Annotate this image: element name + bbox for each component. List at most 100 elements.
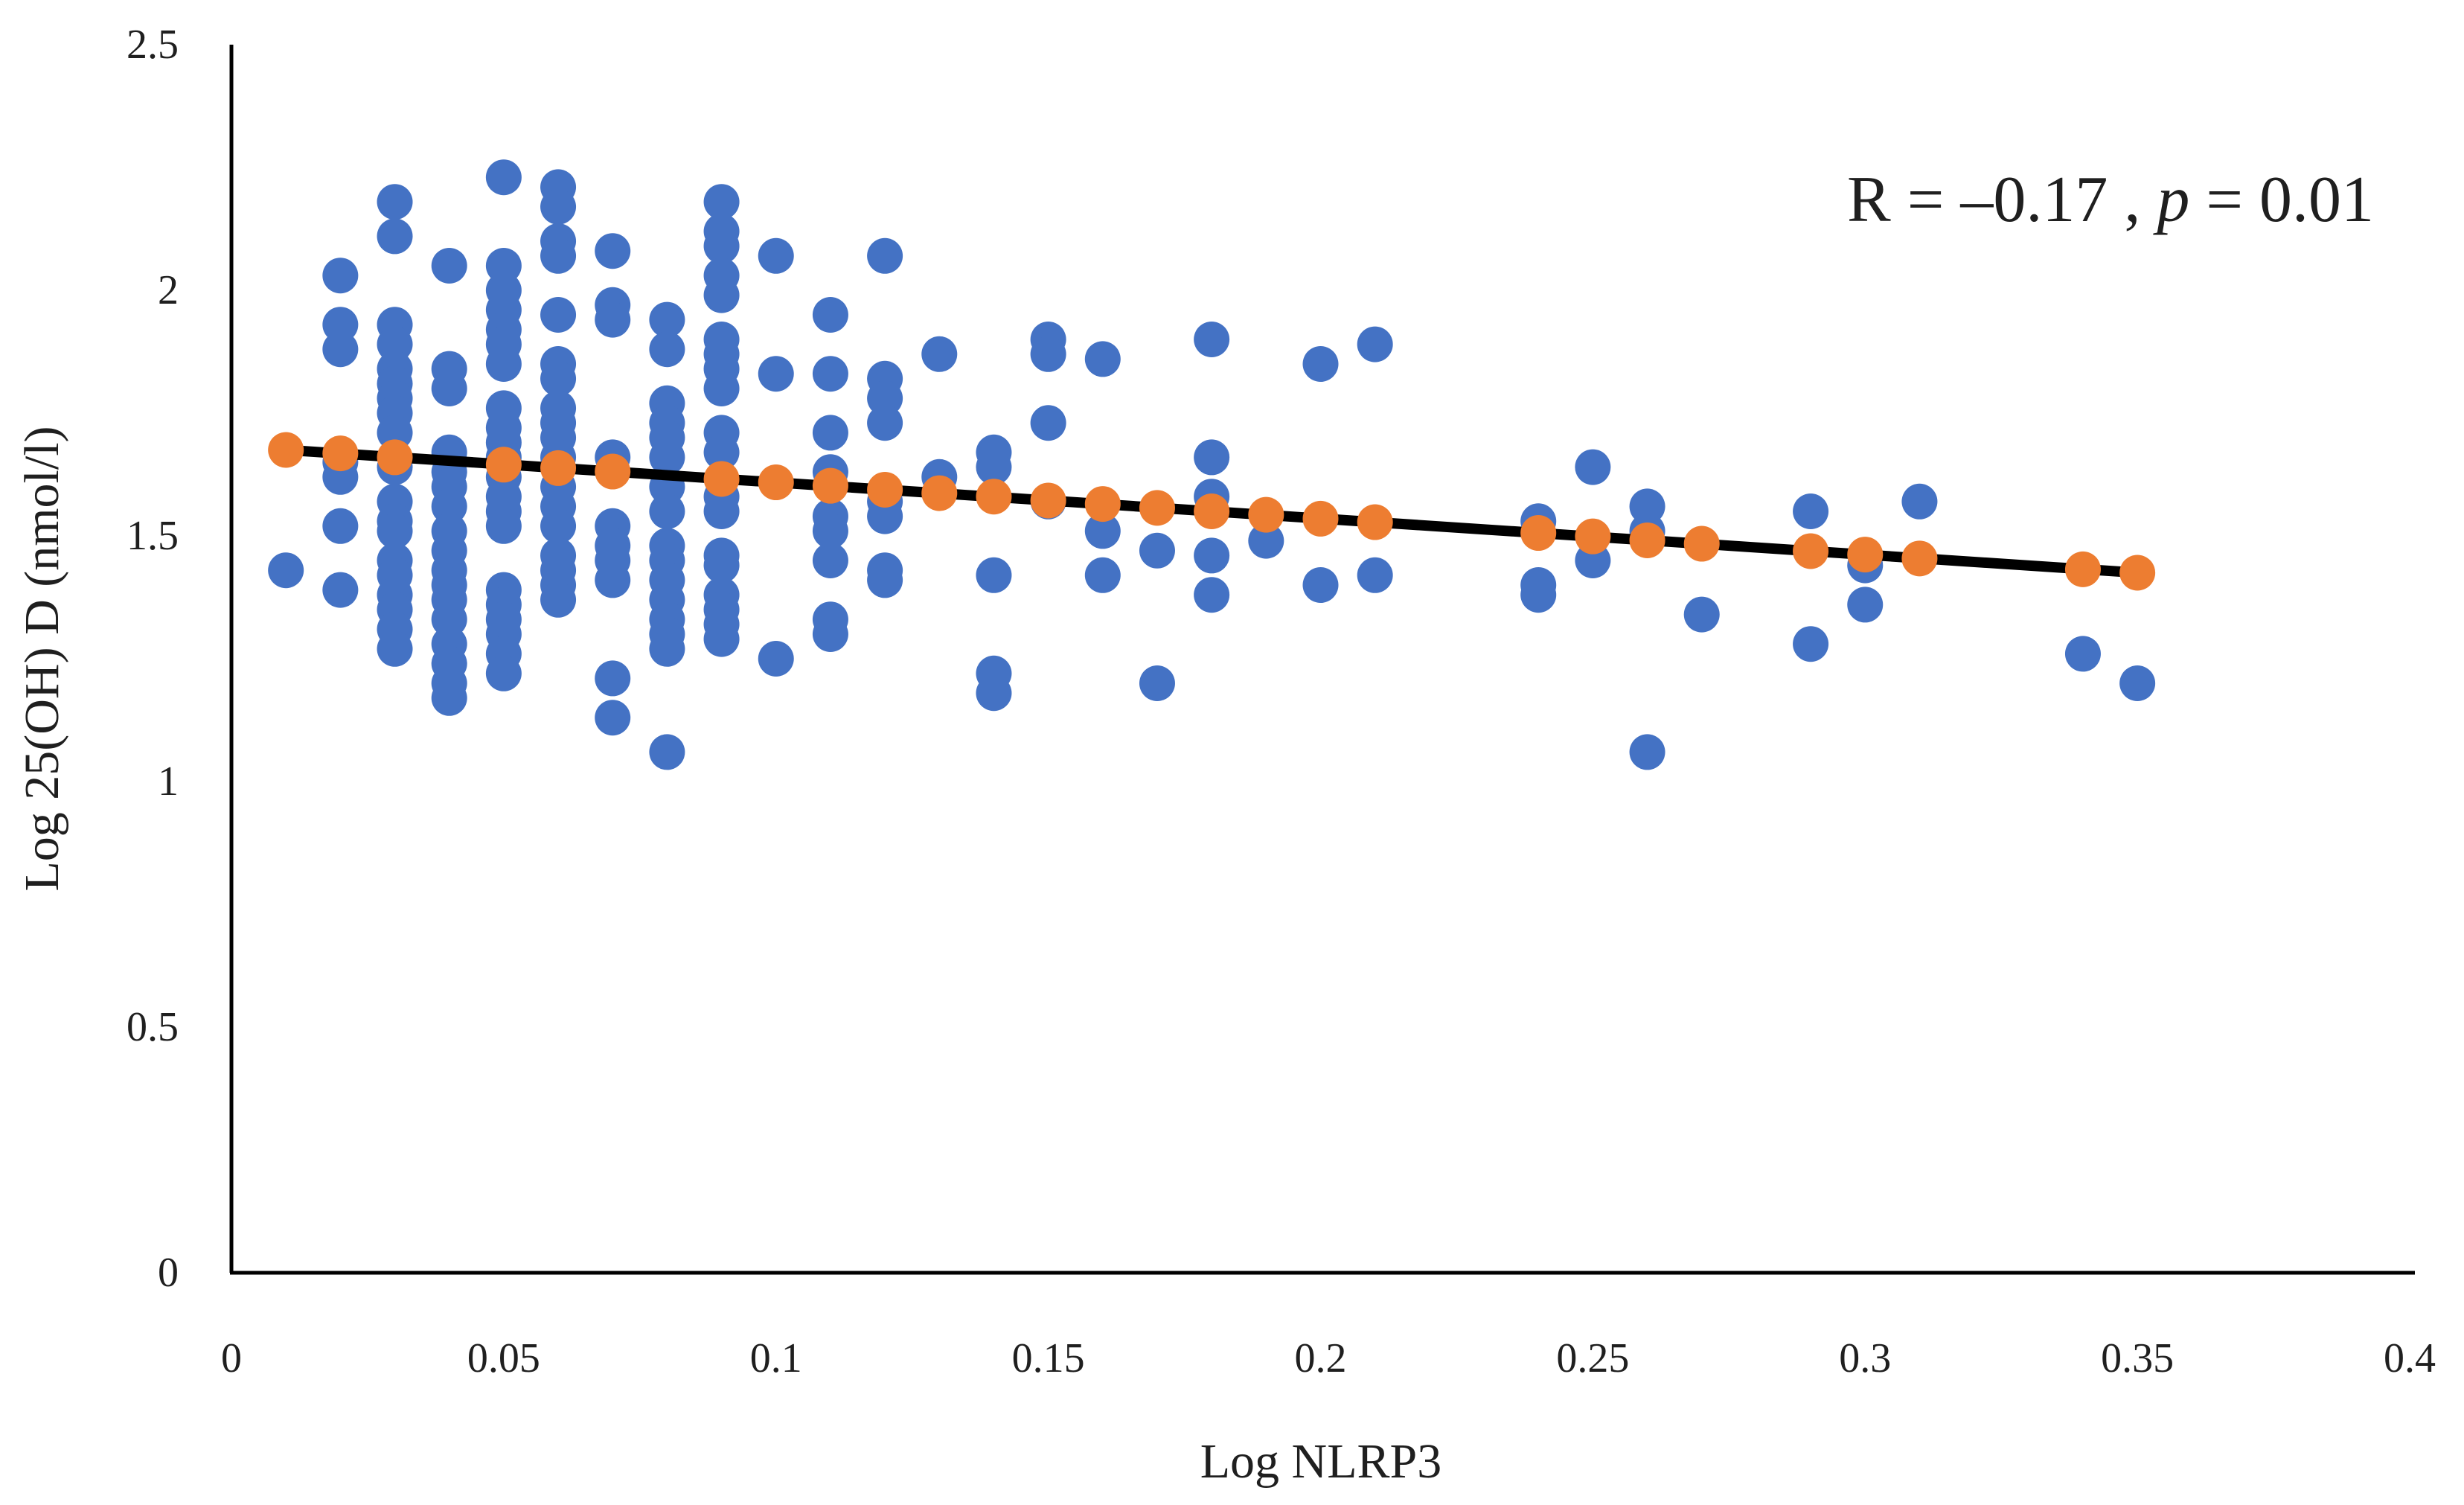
observed-point [1139,532,1175,569]
observed-point [649,301,685,338]
y-tick-label: 2.5 [127,22,179,68]
annotation-p-symbol: p [2152,164,2189,236]
predicted-point [758,464,794,501]
observed-point [485,248,522,284]
x-axis-title: Log NLRP3 [1200,1434,1442,1489]
observed-point [540,508,577,544]
annotation-suffix: = 0.01 [2189,164,2374,236]
predicted-point [812,467,848,504]
predicted-point [1302,500,1339,537]
observed-point [812,297,848,333]
observed-point [812,415,848,451]
predicted-point [1575,518,1611,555]
observed-point [1194,577,1230,613]
observed-point [703,547,740,584]
observed-point [867,237,903,274]
observed-point [867,380,903,417]
y-tick-label: 0 [158,1250,179,1296]
observed-point [1575,449,1611,485]
observed-point [431,248,467,284]
observed-point [649,331,685,368]
y-axis-ticks: 0 0.5 1 1.5 2 2.5 [127,22,179,1296]
predicted-point [1629,522,1665,558]
predicted-point [921,475,958,511]
predicted-point [377,439,413,476]
predicted-point [1194,493,1230,529]
predicted-point [1901,540,1938,577]
observed-point [703,493,740,529]
observed-point [1520,577,1557,613]
observed-point [540,237,577,274]
observed-point [377,415,413,451]
observed-point [377,218,413,255]
x-tick-label: 0 [221,1335,242,1381]
observed-point [1139,665,1175,701]
observed-point [1901,483,1938,520]
observed-point [322,508,359,544]
observed-point [1084,341,1121,377]
observed-point [703,434,740,470]
predicted-point [2119,555,2156,591]
observed-point [485,508,522,544]
observed-point [1793,493,1829,529]
predicted-point [1030,482,1066,519]
observed-point [703,228,740,264]
observed-point [485,655,522,691]
observed-point [976,675,1012,712]
observed-point [812,356,848,392]
observed-point [540,360,577,397]
predicted-point [485,447,522,483]
observed-point [595,562,631,598]
y-axis-title: Log 25(OH) D (nmol/l) [15,426,69,891]
observed-point [2119,665,2156,701]
x-tick-label: 0.05 [467,1335,540,1381]
observed-point [921,336,958,372]
y-tick-label: 1 [158,758,179,805]
observed-point [431,371,467,406]
predicted-point [703,461,740,497]
observed-point [1629,734,1665,770]
observed-point [431,601,467,638]
correlation-annotation: R = –0.17 , p = 0.01 [1847,164,2374,236]
observed-point [377,184,413,220]
observed-point [649,493,685,529]
observed-point [812,513,848,549]
observed-point [867,405,903,441]
predicted-point [268,432,304,468]
observed-point [1084,557,1121,593]
observed-point [812,616,848,652]
x-tick-label: 0.2 [1295,1335,1347,1381]
x-tick-label: 0.1 [750,1335,802,1381]
observed-point [1248,523,1284,559]
observed-point [976,557,1012,593]
predicted-point [1520,515,1557,552]
observed-point [1030,336,1066,372]
predicted-point [867,471,903,508]
observed-point [758,356,794,392]
predicted-point [1357,504,1393,540]
predicted-point [1793,533,1829,569]
observed-point [703,621,740,657]
observed-point [703,277,740,313]
observed-point [595,700,631,736]
observed-point [595,301,631,338]
predicted-point [1683,525,1720,562]
x-tick-label: 0.15 [1012,1335,1085,1381]
observed-point [540,188,577,225]
observed-point [595,660,631,697]
observed-point [867,562,903,598]
observed-point [976,449,1012,485]
observed-point [649,439,685,476]
observed-point [322,307,359,343]
predicted-point [1139,490,1175,526]
observed-point [322,331,359,368]
observed-point [377,513,413,549]
predicted-point [540,450,577,486]
observed-point [1683,596,1720,633]
predicted-point [1248,496,1284,533]
observed-point [1302,346,1339,382]
observed-point [540,581,577,618]
predicted-point [322,435,359,472]
predicted-point [1084,486,1121,523]
x-axis-ticks: 0 0.05 0.1 0.15 0.2 0.25 0.3 0.35 0.4 [221,1335,2436,1381]
